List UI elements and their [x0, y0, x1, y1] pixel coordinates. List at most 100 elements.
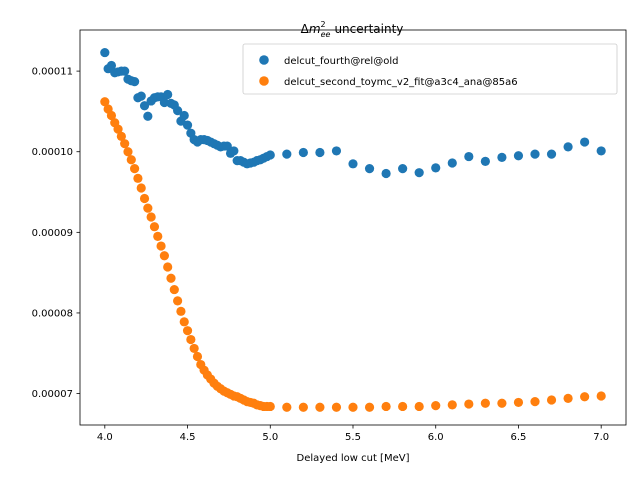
data-point-series-2 — [116, 131, 126, 142]
series-1 — [100, 47, 606, 179]
data-point-series-2 — [166, 273, 176, 283]
points-layer — [100, 47, 606, 412]
data-point-series-2 — [123, 147, 133, 157]
data-point-series-1 — [143, 111, 153, 121]
data-point-series-1 — [282, 149, 292, 159]
data-point-series-2 — [100, 97, 110, 107]
y-axis: 0.00007 0.00008 0.00009 0.00010 0.00011 — [32, 67, 80, 400]
data-point-series-2 — [331, 402, 342, 412]
data-point-series-2 — [447, 400, 457, 410]
data-point-series-2 — [513, 397, 524, 408]
y-tick-label: 0.00008 — [32, 308, 73, 319]
data-point-series-2 — [414, 401, 424, 412]
data-point-series-2 — [169, 284, 179, 295]
data-point-series-2 — [182, 326, 193, 336]
data-point-series-2 — [143, 203, 153, 213]
data-point-series-2 — [464, 399, 474, 409]
data-point-series-2 — [156, 241, 166, 251]
legend-frame — [242, 43, 618, 95]
data-point-series-1 — [431, 163, 441, 173]
data-point-series-2 — [348, 402, 358, 412]
y-tick-label: 0.00010 — [32, 147, 73, 158]
data-point-series-1 — [546, 149, 557, 159]
data-point-series-2 — [192, 351, 203, 362]
data-point-series-1 — [513, 151, 524, 161]
y-tick-label: 0.00011 — [32, 67, 73, 78]
data-point-series-2 — [126, 155, 136, 165]
data-point-series-1 — [298, 147, 308, 158]
data-point-series-2 — [159, 251, 169, 261]
data-point-series-1 — [136, 91, 146, 101]
x-axis-label: Delayed low cut [MeV] — [297, 453, 410, 464]
data-point-series-2 — [186, 334, 196, 345]
data-point-series-2 — [497, 398, 507, 408]
data-point-series-1 — [130, 76, 140, 87]
legend-label-series-2: delcut_second_toymc_v2_fit@a3c4_ana@85a6 — [284, 77, 518, 88]
legend: delcut_fourth@rel@old delcut_second_toym… — [242, 43, 618, 95]
data-point-series-2 — [480, 398, 490, 408]
data-point-series-1 — [179, 110, 189, 121]
data-point-series-1 — [265, 150, 275, 160]
data-point-series-2 — [298, 402, 308, 412]
y-tick-label: 0.00009 — [32, 228, 73, 239]
data-point-series-2 — [381, 401, 391, 412]
data-point-series-2 — [133, 173, 143, 183]
data-point-series-1 — [139, 101, 150, 111]
x-axis: 4.0 4.5 5.0 5.5 6.0 6.5 7.0 — [97, 425, 609, 443]
x-tick-label: 6.5 — [511, 432, 527, 443]
series-2 — [100, 97, 606, 412]
data-point-series-2 — [146, 212, 156, 222]
data-point-series-2 — [139, 193, 150, 204]
x-tick-label: 4.0 — [97, 432, 113, 443]
data-point-series-2 — [596, 391, 606, 401]
data-point-series-1 — [563, 142, 573, 152]
data-point-series-1 — [381, 168, 391, 179]
data-point-series-2 — [149, 222, 160, 232]
y-tick-label: 0.00007 — [32, 389, 73, 400]
data-point-series-1 — [348, 159, 358, 169]
data-point-series-1 — [315, 147, 325, 158]
data-point-series-2 — [173, 296, 183, 306]
chart-title: Δm2 ee uncertainty — [301, 20, 404, 39]
data-point-series-1 — [414, 168, 424, 178]
data-point-series-2 — [315, 402, 325, 412]
data-point-series-2 — [120, 139, 130, 149]
data-point-series-2 — [136, 183, 146, 193]
data-point-series-1 — [530, 149, 540, 159]
data-point-series-2 — [364, 402, 375, 412]
x-tick-label: 6.0 — [428, 432, 444, 443]
data-point-series-1 — [182, 120, 193, 130]
data-point-series-2 — [580, 392, 590, 402]
data-point-series-2 — [106, 110, 117, 121]
data-point-series-1 — [331, 146, 342, 156]
data-point-series-1 — [497, 152, 507, 162]
data-point-series-2 — [530, 397, 540, 407]
legend-label-series-1: delcut_fourth@rel@old — [284, 56, 398, 67]
data-point-series-2 — [113, 124, 123, 134]
data-point-series-1 — [106, 60, 117, 71]
x-tick-label: 4.5 — [180, 432, 196, 443]
data-point-series-1 — [222, 141, 232, 151]
data-point-series-2 — [563, 393, 573, 403]
data-point-series-2 — [130, 164, 140, 174]
data-point-series-2 — [179, 317, 189, 327]
data-point-series-1 — [464, 151, 474, 162]
data-point-series-2 — [546, 395, 557, 405]
data-point-series-2 — [189, 343, 199, 354]
legend-marker-series-2 — [259, 76, 269, 86]
legend-marker-series-1 — [259, 55, 269, 65]
data-point-series-1 — [120, 66, 130, 76]
x-tick-label: 5.5 — [345, 432, 361, 443]
data-point-series-1 — [480, 156, 490, 166]
data-point-series-2 — [176, 306, 186, 316]
data-point-series-1 — [163, 89, 173, 100]
x-tick-label: 5.0 — [262, 432, 278, 443]
x-tick-label: 7.0 — [593, 432, 609, 443]
data-point-series-2 — [153, 231, 163, 241]
data-point-series-1 — [364, 164, 375, 174]
data-point-series-1 — [100, 47, 110, 58]
data-point-series-1 — [447, 158, 457, 168]
data-point-series-1 — [173, 106, 183, 116]
data-point-series-1 — [229, 146, 239, 156]
